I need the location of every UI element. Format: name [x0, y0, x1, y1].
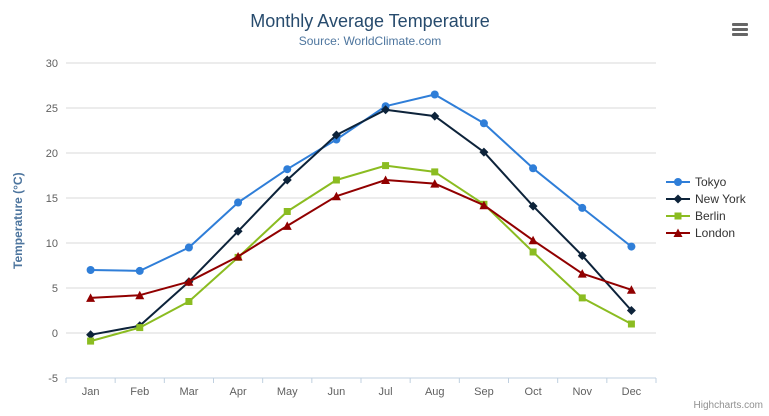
- y-axis-label: 15: [46, 193, 58, 205]
- diamond-marker[interactable]: [430, 111, 440, 121]
- square-marker[interactable]: [627, 320, 635, 328]
- triangle-marker-icon: [666, 228, 690, 237]
- x-axis-label: Aug: [425, 386, 445, 398]
- square-marker[interactable]: [529, 248, 537, 256]
- circle-marker[interactable]: [529, 164, 538, 173]
- square-marker[interactable]: [87, 337, 95, 345]
- triangle-marker[interactable]: [626, 285, 636, 294]
- square-marker[interactable]: [431, 168, 439, 176]
- x-axis-label: Dec: [622, 386, 642, 398]
- chart-title: Monthly Average Temperature: [250, 11, 490, 31]
- triangle-marker[interactable]: [331, 191, 341, 201]
- legend-item-new-york[interactable]: New York: [666, 193, 746, 205]
- square-marker[interactable]: [283, 208, 291, 215]
- y-axis-label: 20: [46, 148, 58, 160]
- diamond-marker[interactable]: [282, 175, 292, 185]
- circle-marker[interactable]: [283, 165, 292, 174]
- triangle-marker[interactable]: [479, 200, 489, 210]
- triangle-marker[interactable]: [381, 175, 391, 185]
- triangle-marker[interactable]: [528, 235, 538, 245]
- x-axis-label: Oct: [525, 386, 542, 398]
- diamond-marker[interactable]: [528, 201, 538, 211]
- legend: Tokyo New York Berlin London: [666, 176, 746, 239]
- x-axis: Jan Feb Mar Apr May Jun Jul Aug Sep Oct Nov Dec: [65, 377, 657, 398]
- circle-marker[interactable]: [578, 203, 587, 212]
- series-tokyo[interactable]: [86, 90, 636, 275]
- y-axis-label: 10: [46, 238, 58, 250]
- square-marker-icon: [666, 212, 690, 220]
- circle-marker[interactable]: [234, 198, 243, 207]
- square-marker[interactable]: [578, 294, 586, 302]
- circle-marker-icon: [666, 178, 690, 186]
- triangle-marker: [673, 228, 683, 237]
- circle-marker: [674, 178, 682, 186]
- triangle-marker[interactable]: [430, 179, 440, 188]
- circle-marker[interactable]: [184, 243, 193, 252]
- x-axis-label: May: [277, 386, 298, 398]
- y-axis-label: 5: [52, 283, 58, 295]
- diamond-marker[interactable]: [479, 147, 489, 157]
- diamond-marker[interactable]: [626, 306, 636, 315]
- circle-marker[interactable]: [627, 242, 636, 251]
- triangle-marker[interactable]: [282, 221, 292, 230]
- y-axis-label: -5: [48, 373, 58, 385]
- circle-marker[interactable]: [430, 90, 439, 99]
- x-axis-label: Jun: [328, 386, 346, 398]
- legend-label: Tokyo: [695, 175, 727, 189]
- triangle-marker[interactable]: [577, 269, 587, 278]
- triangle-marker[interactable]: [86, 293, 96, 302]
- square-marker[interactable]: [382, 162, 390, 170]
- square-marker[interactable]: [185, 298, 193, 305]
- triangle-marker[interactable]: [184, 277, 194, 286]
- diamond-marker[interactable]: [331, 130, 341, 140]
- series-line-berlin[interactable]: [89, 164, 633, 343]
- series-line-tokyo[interactable]: [89, 93, 633, 272]
- x-axis-label: Feb: [130, 386, 149, 398]
- circle-marker[interactable]: [135, 266, 144, 275]
- x-axis-label: Apr: [230, 386, 247, 398]
- legend-label: Berlin: [695, 209, 726, 223]
- gridlines: -5 0 5 10 15 20 25 30: [46, 58, 656, 385]
- circle-marker[interactable]: [479, 119, 488, 128]
- series-london[interactable]: [86, 175, 636, 302]
- x-axis-label: Nov: [572, 386, 592, 398]
- series-line-new-york[interactable]: [89, 108, 633, 336]
- legend-label: New York: [695, 192, 746, 206]
- y-axis-label: 25: [46, 103, 58, 115]
- diamond-marker[interactable]: [86, 330, 96, 340]
- x-axis-label: Jan: [82, 386, 100, 398]
- diamond-marker[interactable]: [577, 251, 587, 261]
- y-axis-label: 0: [52, 328, 58, 340]
- diamond-marker-icon: [666, 194, 690, 204]
- chart-subtitle: Source: WorldClimate.com: [298, 34, 442, 48]
- square-marker: [674, 212, 682, 220]
- circle-marker[interactable]: [86, 266, 95, 274]
- triangle-marker[interactable]: [135, 290, 145, 300]
- diamond-marker: [673, 194, 683, 204]
- x-axis-label: Sep: [474, 386, 494, 398]
- export-menu-button[interactable]: [728, 18, 752, 40]
- x-axis-label: Mar: [179, 386, 198, 398]
- y-axis-title: Temperature (°C): [11, 172, 25, 269]
- legend-item-tokyo[interactable]: Tokyo: [666, 176, 746, 188]
- square-marker[interactable]: [136, 324, 144, 332]
- legend-item-london[interactable]: London: [666, 227, 746, 239]
- y-axis-label: 30: [46, 58, 58, 70]
- series-line-london[interactable]: [89, 179, 633, 299]
- series-new-york[interactable]: [86, 105, 636, 340]
- triangle-marker[interactable]: [233, 252, 243, 261]
- hamburger-menu-icon: [732, 22, 748, 36]
- square-marker[interactable]: [332, 176, 340, 184]
- legend-label: London: [695, 226, 736, 240]
- x-axis-label: Jul: [379, 386, 393, 398]
- highcharts-credit[interactable]: Highcharts.com: [693, 400, 763, 411]
- diamond-marker[interactable]: [233, 226, 243, 236]
- legend-item-berlin[interactable]: Berlin: [666, 210, 746, 222]
- diamond-marker[interactable]: [381, 105, 391, 115]
